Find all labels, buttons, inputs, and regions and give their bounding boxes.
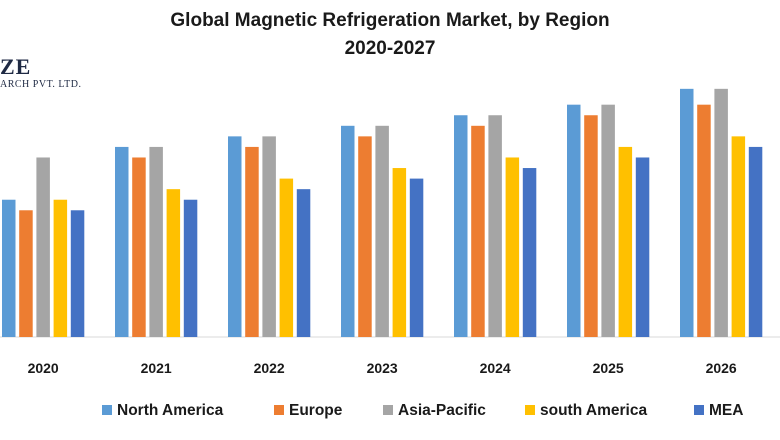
bar-south-america-2023 <box>392 168 407 337</box>
chart-title: Global Magnetic Refrigeration Market, by… <box>170 10 610 31</box>
bar-north-america-2023 <box>341 125 355 337</box>
logo-text-main: ZE <box>0 54 32 79</box>
bar-north-america-2025 <box>567 104 581 338</box>
legend-label-north-america: North America <box>117 402 224 419</box>
x-tick-label-2023: 2023 <box>367 360 398 376</box>
bar-asia-pacific-2021 <box>149 146 163 337</box>
bar-mea-2024 <box>522 168 537 337</box>
bar-north-america-2020 <box>2 199 16 337</box>
chart-subtitle: 2020-2027 <box>344 38 436 59</box>
bar-asia-pacific-2023 <box>375 125 389 337</box>
legend-swatch-south-america <box>525 405 535 415</box>
x-tick-label-2026: 2026 <box>706 360 737 376</box>
legend-label-europe: Europe <box>289 402 343 419</box>
bar-europe-2023 <box>358 136 372 337</box>
bar-europe-2022 <box>245 146 259 337</box>
bar-asia-pacific-2024 <box>488 115 502 338</box>
bar-south-america-2020 <box>53 199 68 337</box>
bar-south-america-2021 <box>166 189 181 337</box>
company-logo: ZE ARCH PVT. LTD. <box>0 56 81 90</box>
x-tick-label-2022: 2022 <box>254 360 285 376</box>
legend-swatch-mea <box>694 405 704 415</box>
bar-europe-2026 <box>697 104 711 338</box>
legend-swatch-europe <box>274 405 284 415</box>
bar-south-america-2024 <box>505 157 520 337</box>
logo-text-sub: ARCH PVT. LTD. <box>0 79 82 90</box>
legend-label-south-america: south America <box>540 402 647 419</box>
legend-swatch-north-america <box>102 405 112 415</box>
legend-swatch-asia-pacific <box>383 405 393 415</box>
bar-south-america-2025 <box>618 146 633 337</box>
bar-asia-pacific-2022 <box>262 136 276 337</box>
bar-asia-pacific-2026 <box>714 88 728 337</box>
bar-mea-2025 <box>635 157 650 337</box>
bar-south-america-2026 <box>731 136 746 337</box>
bar-europe-2020 <box>19 210 33 337</box>
bar-south-america-2022 <box>279 178 294 337</box>
bar-north-america-2026 <box>680 88 694 337</box>
bar-mea-2026 <box>748 146 763 337</box>
x-tick-label-2024: 2024 <box>480 360 511 376</box>
bar-mea-2023 <box>409 178 424 337</box>
x-tick-label-2021: 2021 <box>141 360 172 376</box>
bar-north-america-2024 <box>454 115 468 338</box>
x-tick-label-2020: 2020 <box>28 360 59 376</box>
x-tick-label-2025: 2025 <box>593 360 624 376</box>
bar-asia-pacific-2020 <box>36 157 50 337</box>
legend-label-asia-pacific: Asia-Pacific <box>398 402 486 419</box>
bar-europe-2024 <box>471 125 485 337</box>
bar-asia-pacific-2025 <box>601 104 615 338</box>
legend-label-mea: MEA <box>709 402 743 419</box>
bar-europe-2025 <box>584 115 598 338</box>
bar-mea-2021 <box>183 199 198 337</box>
bar-north-america-2021 <box>115 146 129 337</box>
bar-europe-2021 <box>132 157 146 337</box>
bar-mea-2022 <box>296 189 311 337</box>
bar-north-america-2022 <box>228 136 242 337</box>
bar-mea-2020 <box>70 210 85 337</box>
